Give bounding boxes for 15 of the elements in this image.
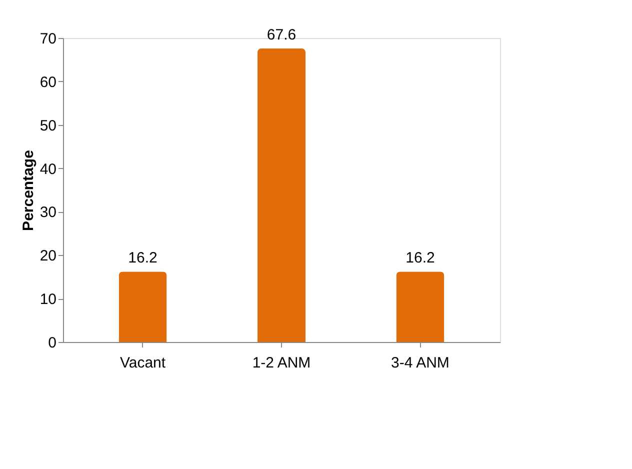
y-tick-label: 20 [40, 248, 56, 265]
x-tick-label: Vacant [120, 354, 166, 372]
y-tick-label: 30 [40, 204, 56, 222]
data-label: 16.2 [128, 250, 158, 267]
x-tick-label: 1-2 ANM [252, 354, 311, 372]
y-tick-label: 50 [40, 117, 56, 134]
y-tick-label: 70 [40, 30, 56, 48]
data-label: 67.6 [266, 26, 296, 44]
data-label: 16.2 [406, 250, 435, 267]
x-tick-label: 3-4 ANM [391, 354, 450, 372]
y-tick-label: 40 [40, 160, 56, 178]
y-tick-label: 0 [48, 334, 56, 352]
y-axis-title: Percentage [20, 150, 37, 231]
y-tick-label: 60 [40, 74, 56, 91]
y-tick-label: 10 [40, 291, 56, 308]
